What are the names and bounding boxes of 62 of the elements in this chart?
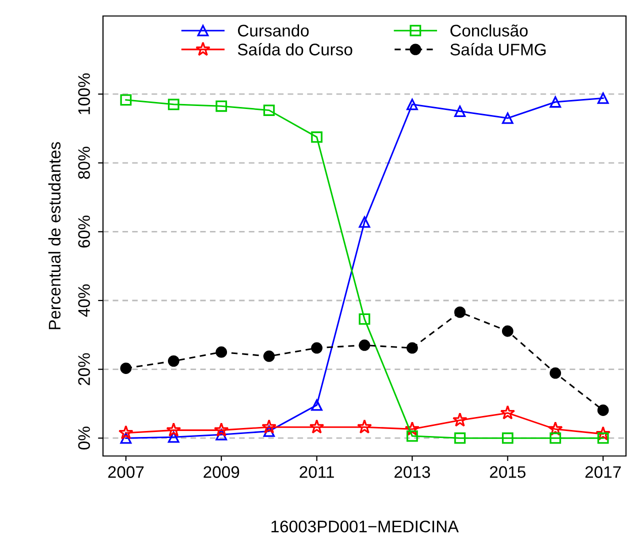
point <box>550 432 562 444</box>
y-axis-title: Percentual de estudantes <box>48 142 61 330</box>
point <box>311 399 322 411</box>
point <box>454 306 466 318</box>
point <box>358 313 370 325</box>
point <box>502 432 514 444</box>
y-tick-label: 0% <box>78 426 90 450</box>
point <box>404 421 420 436</box>
point <box>263 104 275 116</box>
point <box>216 100 228 112</box>
point <box>597 404 609 416</box>
point <box>358 216 370 228</box>
x-tick-label: 2007 <box>108 466 144 478</box>
x-tick-label: 2015 <box>490 466 526 478</box>
point <box>358 340 370 351</box>
x-tick-label: 2017 <box>585 466 621 478</box>
point <box>550 96 562 108</box>
y-tick-label: 100% <box>78 73 90 114</box>
point <box>214 422 229 437</box>
point <box>454 432 466 444</box>
point <box>263 350 275 362</box>
x-tick-label: 2013 <box>394 466 430 478</box>
legend-label: Conclusão <box>450 24 528 37</box>
point <box>309 419 324 434</box>
point <box>500 405 516 420</box>
point <box>263 426 275 437</box>
point <box>406 98 418 110</box>
point <box>597 92 609 104</box>
point <box>452 412 468 427</box>
point <box>597 432 609 444</box>
point <box>262 419 276 434</box>
point <box>166 422 182 437</box>
point <box>120 432 132 444</box>
x-tick-label: 2011 <box>300 466 334 478</box>
x-axis-title: 16003PD001−MEDICINA <box>272 520 459 532</box>
legend-label: Cursando <box>238 24 309 37</box>
point <box>120 94 132 106</box>
point <box>548 421 563 436</box>
point <box>596 426 611 440</box>
point <box>406 342 418 354</box>
point <box>454 106 466 117</box>
point <box>168 355 180 367</box>
x-tick-label: 2009 <box>204 466 240 478</box>
point <box>550 367 562 379</box>
point <box>406 430 418 442</box>
point <box>357 419 372 434</box>
point <box>502 325 514 337</box>
point <box>216 346 228 358</box>
y-tick-label: 80% <box>78 146 90 179</box>
y-tick-label: 40% <box>78 284 90 317</box>
point <box>118 425 134 440</box>
point <box>168 431 180 443</box>
point <box>311 131 322 143</box>
point <box>502 112 514 124</box>
y-tick-label: 20% <box>78 353 90 386</box>
y-tick-label: 60% <box>78 216 90 248</box>
legend-label: Saída do Curso <box>238 43 352 56</box>
point <box>120 362 132 374</box>
point <box>168 98 180 110</box>
point <box>311 342 322 354</box>
legend-label: Saída UFMG <box>450 43 546 56</box>
point <box>216 428 228 440</box>
